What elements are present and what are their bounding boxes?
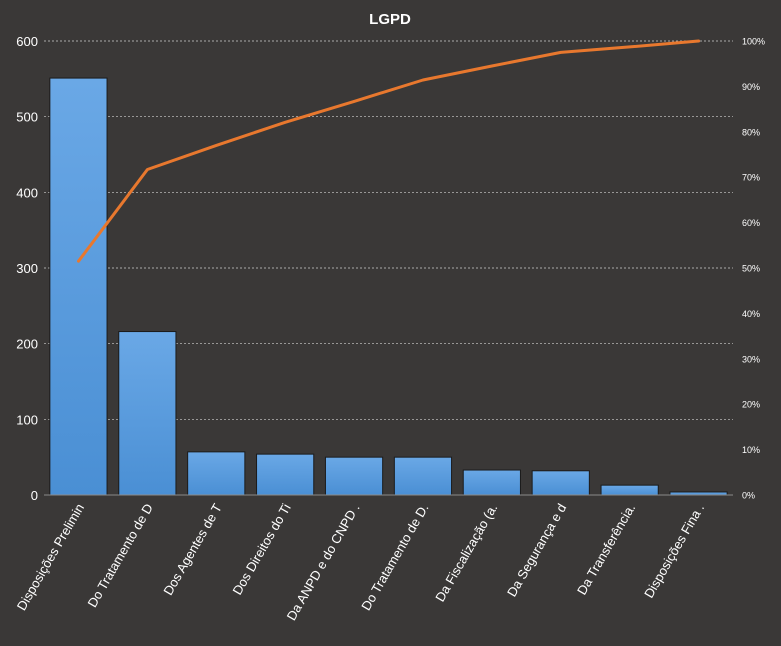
y2-tick-label: 20% bbox=[742, 400, 760, 410]
y2-tick-label: 50% bbox=[742, 264, 760, 274]
y2-tick-label: 60% bbox=[742, 218, 760, 228]
x-tick-label: Da ANPD e do CNPD . bbox=[284, 501, 363, 623]
y-tick-label: 200 bbox=[16, 337, 38, 352]
x-tick-label: Dos Agentes de T bbox=[160, 501, 225, 598]
x-tick-label: Da Fiscalização (a. bbox=[432, 501, 500, 604]
x-tick-label: Do Tratamento de D bbox=[84, 501, 156, 610]
cumulative-percent-line bbox=[77, 39, 701, 263]
bar bbox=[393, 456, 453, 496]
y-tick-label: 100 bbox=[16, 412, 38, 427]
bar bbox=[187, 451, 246, 496]
y-tick-label: 500 bbox=[16, 110, 38, 125]
bar bbox=[118, 331, 177, 496]
bars bbox=[49, 77, 728, 496]
y2-tick-label: 80% bbox=[742, 127, 760, 137]
x-tick-label: Dos Direitos do Ti bbox=[229, 501, 293, 597]
y2-tick-label: 100% bbox=[742, 37, 765, 47]
y-axis-left: 0 100 200 300 400 500 600 bbox=[16, 34, 38, 503]
bar bbox=[324, 456, 384, 496]
bar bbox=[462, 469, 521, 496]
y2-tick-label: 10% bbox=[742, 445, 760, 455]
y-tick-label: 600 bbox=[16, 34, 38, 49]
x-tick-label: Da Segurança e d bbox=[504, 501, 569, 599]
y-tick-label: 400 bbox=[16, 185, 38, 200]
gridlines bbox=[44, 40, 733, 420]
cumulative-line bbox=[77, 39, 701, 263]
y2-tick-label: 30% bbox=[742, 354, 760, 364]
x-tick-label: Da Transferência. bbox=[574, 501, 638, 597]
x-tick-label: Disposições Prelimin bbox=[14, 501, 87, 613]
y-tick-label: 0 bbox=[31, 488, 38, 503]
bar bbox=[49, 77, 108, 496]
bar bbox=[531, 470, 590, 496]
chart-title: LGPD bbox=[369, 11, 411, 28]
bar bbox=[600, 484, 659, 496]
y2-tick-label: 70% bbox=[742, 173, 760, 183]
y2-tick-label: 0% bbox=[742, 491, 755, 501]
y2-tick-label: 40% bbox=[742, 309, 760, 319]
y2-tick-label: 90% bbox=[742, 82, 760, 92]
y-tick-label: 300 bbox=[16, 261, 38, 276]
y-axis-right: 0% 10% 20% 30% 40% 50% 60% 70% 80% 90% 100% bbox=[742, 37, 765, 501]
x-tick-label: Do Tratamento de D. bbox=[358, 501, 431, 613]
bar bbox=[256, 453, 315, 496]
x-tick-label: Disposições Fina . bbox=[641, 501, 707, 600]
